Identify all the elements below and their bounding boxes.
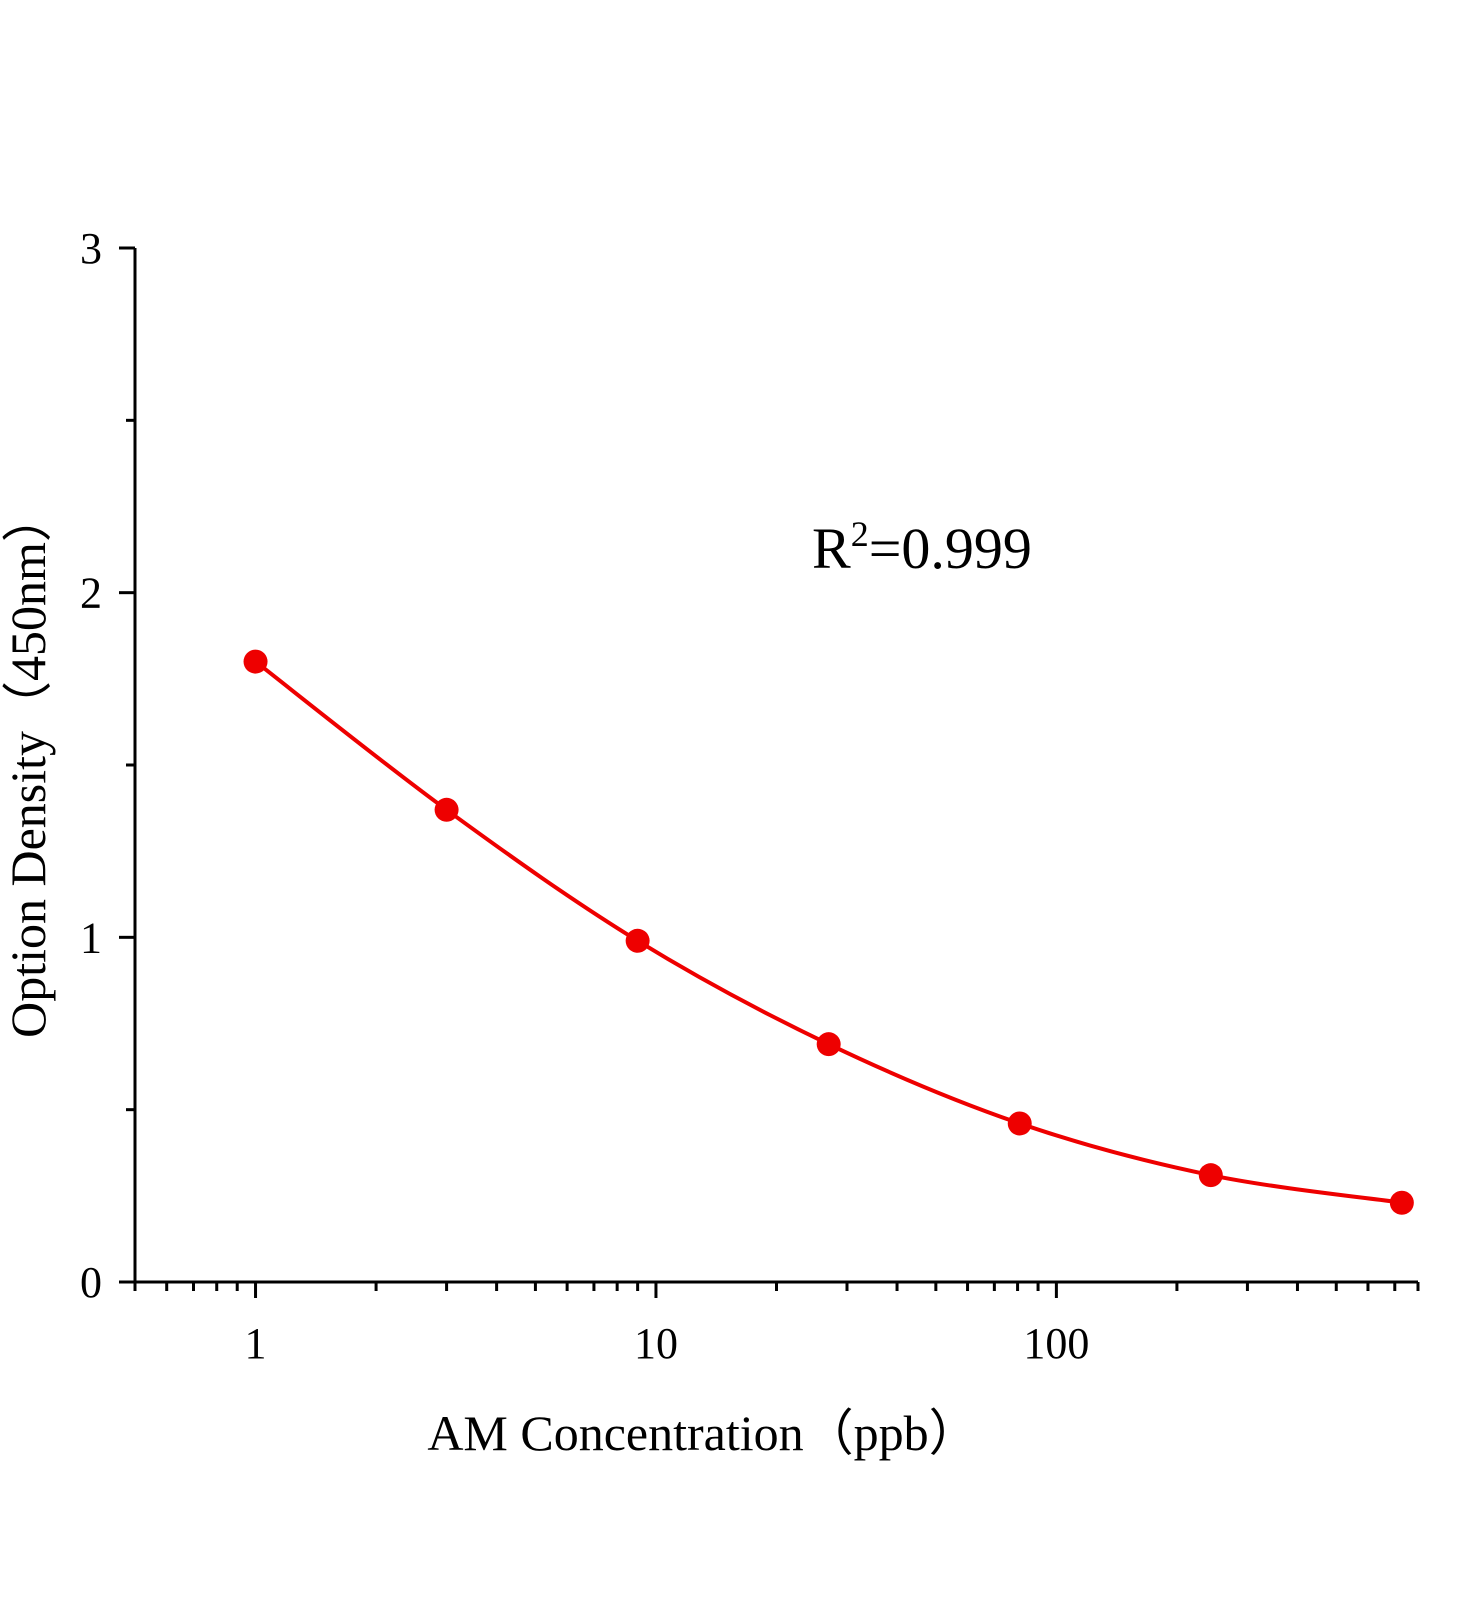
- y-axis-label: Option Density（450nm）: [0, 492, 56, 1038]
- r-squared-superscript: 2: [851, 514, 869, 554]
- data-point: [625, 928, 650, 953]
- y-tick-label: 0: [80, 1258, 102, 1307]
- fit-curve: [254, 660, 1403, 1205]
- y-tick-label: 2: [80, 569, 102, 618]
- data-point: [243, 649, 268, 674]
- x-tick-label: 100: [1023, 1319, 1089, 1368]
- y-tick-label: 1: [80, 913, 102, 962]
- data-point: [1389, 1190, 1414, 1215]
- x-axis-label: AM Concentration（ppb）: [427, 1405, 978, 1461]
- x-tick-label: 1: [245, 1319, 267, 1368]
- r-squared-value: =0.999: [869, 516, 1032, 581]
- data-point: [816, 1032, 841, 1057]
- data-point: [1007, 1111, 1032, 1136]
- data-point: [434, 797, 459, 822]
- data-points: [243, 649, 1414, 1215]
- x-tick-label: 10: [634, 1319, 678, 1368]
- x-ticks: 1 10 100: [133, 1282, 1420, 1368]
- r-squared-annotation: R2=0.999: [812, 514, 1032, 581]
- data-point: [1198, 1163, 1223, 1188]
- y-ticks: 0 1 2 3: [80, 224, 135, 1307]
- r-squared-prefix: R: [812, 516, 851, 581]
- y-tick-label: 3: [80, 224, 102, 273]
- axes: [133, 248, 1418, 1284]
